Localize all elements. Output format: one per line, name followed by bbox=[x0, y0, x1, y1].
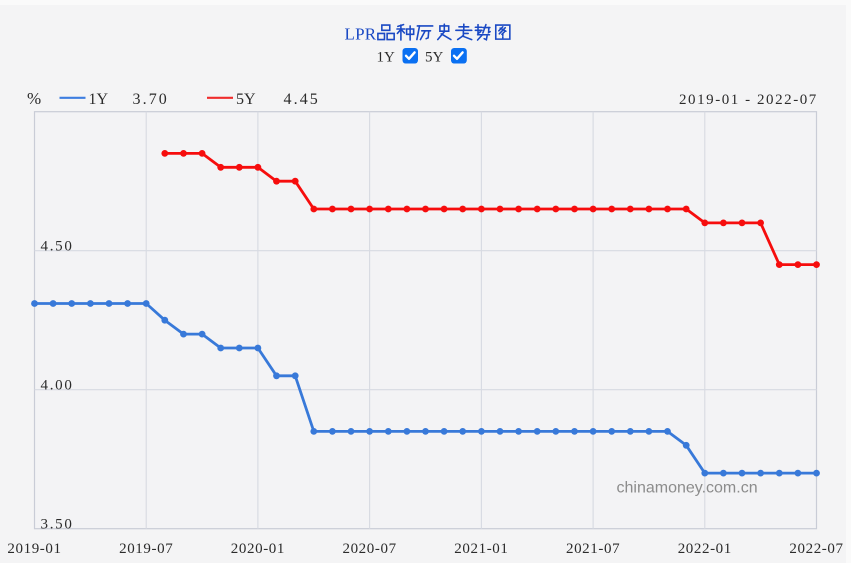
svg-text:LPR: LPR bbox=[345, 25, 377, 44]
svg-text:4.45: 4.45 bbox=[284, 91, 320, 108]
svg-text:3.50: 3.50 bbox=[41, 517, 74, 533]
svg-text:5Y: 5Y bbox=[425, 50, 444, 66]
svg-text:3.70: 3.70 bbox=[133, 91, 169, 108]
svg-text:4.00: 4.00 bbox=[41, 378, 74, 394]
svg-text:2019-01 - 2022-07: 2019-01 - 2022-07 bbox=[679, 92, 818, 108]
svg-text:2020-07: 2020-07 bbox=[342, 541, 396, 557]
svg-text:chinamoney.com.cn: chinamoney.com.cn bbox=[617, 480, 758, 497]
svg-text:2021-01: 2021-01 bbox=[454, 541, 508, 557]
svg-text:2022-07: 2022-07 bbox=[789, 541, 843, 557]
svg-text:2022-01: 2022-01 bbox=[678, 541, 732, 557]
svg-text:4.50: 4.50 bbox=[41, 239, 74, 255]
svg-text:2021-07: 2021-07 bbox=[566, 541, 620, 557]
svg-text:5Y: 5Y bbox=[236, 91, 256, 108]
svg-text:2019-01: 2019-01 bbox=[7, 541, 61, 557]
svg-text:2019-07: 2019-07 bbox=[119, 541, 173, 557]
svg-text:%: % bbox=[27, 89, 41, 108]
svg-text:1Y: 1Y bbox=[89, 91, 109, 108]
svg-text:1Y: 1Y bbox=[377, 50, 396, 66]
svg-text:2020-01: 2020-01 bbox=[231, 541, 285, 557]
